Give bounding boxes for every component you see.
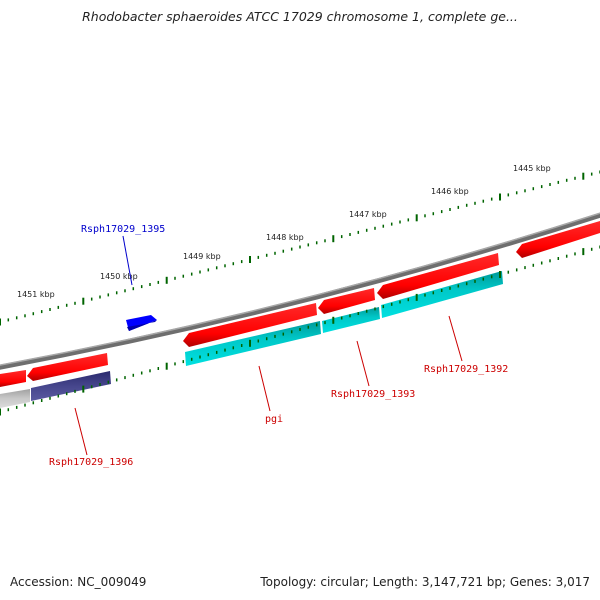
cog-feature[interactable] [31, 371, 111, 401]
scale-label: 1451 kbp [17, 290, 55, 299]
cog-feature[interactable] [0, 389, 30, 408]
cds-feature[interactable] [183, 303, 317, 347]
map-title: Rhodobacter sphaeroides ATCC 17029 chrom… [82, 9, 518, 24]
cds-feature[interactable] [377, 253, 499, 299]
scale-label: 1445 kbp [513, 164, 551, 173]
scale-label: 1448 kbp [266, 233, 304, 242]
cds-feature[interactable] [516, 221, 600, 258]
gene-label[interactable]: Rsph17029_1393 [331, 389, 415, 400]
cds-feature[interactable] [0, 370, 26, 387]
cog-feature[interactable] [185, 321, 321, 366]
scale-label: 1450 kbp [100, 272, 138, 281]
cog-feature[interactable] [322, 307, 380, 333]
scale-tick-ring [0, 170, 600, 326]
inner-tick-ring [0, 245, 600, 416]
gene-labels: Rsph17029_1395 Rsph17029_1396 pgi Rsph17… [49, 224, 508, 468]
accession-text: Accession: NC_009049 [10, 575, 147, 589]
genome-backbone [0, 212, 600, 370]
scale-label: 1449 kbp [183, 252, 221, 261]
gene-label[interactable]: pgi [265, 414, 283, 425]
scale-label: 1447 kbp [349, 210, 387, 219]
cog-feature[interactable] [381, 271, 503, 318]
label-leaders [74, 235, 463, 456]
cds-feature[interactable] [318, 288, 375, 314]
scale-labels: 1445 kbp 1446 kbp 1447 kbp 1448 kbp 1449… [17, 164, 551, 299]
cog-track[interactable] [0, 271, 503, 408]
reverse-cds-track[interactable] [0, 221, 600, 387]
genome-stats-text: Topology: circular; Length: 3,147,721 bp… [260, 575, 590, 589]
gene-label[interactable]: Rsph17029_1396 [49, 457, 133, 468]
gene-label[interactable]: Rsph17029_1392 [424, 364, 508, 375]
scale-label: 1446 kbp [431, 187, 469, 196]
gene-label[interactable]: Rsph17029_1395 [81, 224, 165, 235]
gene-rsph17029-1395-feature[interactable] [126, 315, 157, 331]
cds-feature[interactable] [27, 353, 108, 381]
